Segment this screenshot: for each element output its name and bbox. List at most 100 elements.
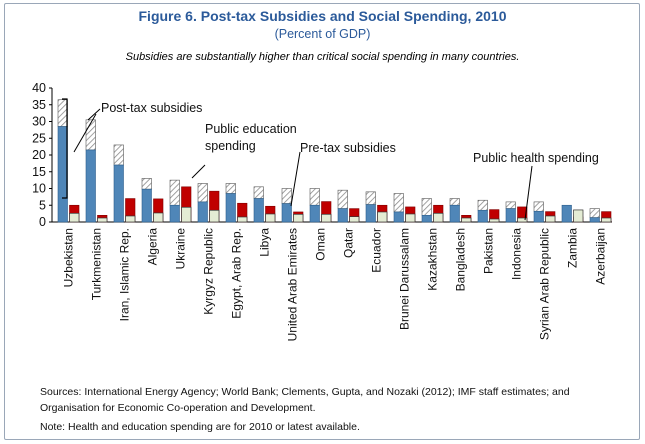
pre-tax-leader [73, 113, 97, 153]
pre-tax-bar [281, 203, 292, 223]
post-tax-bar [141, 178, 152, 190]
x-tick-label: Bangladesh [454, 228, 468, 291]
health-bar [125, 215, 136, 223]
post-tax-bar [57, 99, 68, 127]
post-tax-leader [87, 108, 101, 121]
sources-line-1: Sources: International Energy Agency; Wo… [40, 386, 570, 398]
post-tax-bar [337, 189, 348, 209]
pre-tax-bar [253, 198, 264, 223]
health-bar [209, 209, 220, 223]
y-tick-label: 15 [32, 165, 46, 179]
x-tick-label: Uzbekistan [62, 228, 76, 287]
post-tax-bar [281, 188, 292, 204]
pre-tax-bar [225, 193, 236, 223]
x-tick-label: Kazakhstan [426, 228, 440, 291]
post-tax-bar [253, 186, 264, 199]
health-bar [433, 212, 444, 223]
health-bar [601, 217, 612, 223]
pre-tax-bar [393, 211, 404, 223]
pre-tax-bar [365, 204, 376, 223]
y-tick-label: 0 [39, 215, 46, 229]
health-bar [545, 215, 556, 223]
pre-tax-leader-2 [290, 151, 301, 207]
x-tick-label: Algeria [146, 228, 160, 266]
health-bar [181, 206, 192, 223]
health-bar [405, 213, 416, 223]
pre-tax-bar [85, 149, 96, 223]
x-tick-label: Pakistan [482, 228, 496, 274]
pre-tax-bar [421, 215, 432, 223]
pre-tax-bar [169, 204, 180, 223]
annotation-pre-tax: Pre-tax subsidies [300, 141, 396, 155]
pre-tax-bar [197, 201, 208, 223]
post-tax-bracket [62, 98, 68, 199]
post-tax-bar [393, 193, 404, 213]
x-tick-label: Turkmenistan [90, 228, 104, 300]
chart-title: Figure 6. Post-tax Subsidies and Social … [138, 8, 507, 24]
health-bar [489, 218, 500, 223]
post-tax-bar [533, 201, 544, 212]
health-bar [293, 213, 304, 223]
health-bar [153, 212, 164, 223]
x-tick-label: Libya [258, 228, 272, 257]
y-tick-label: 35 [32, 98, 46, 112]
pre-tax-bar [477, 209, 488, 223]
pre-tax-bar [141, 188, 152, 223]
x-tick-label: Indonesia [510, 228, 524, 280]
pre-tax-bar [309, 204, 320, 223]
post-tax-bar [85, 119, 96, 151]
health-bar [265, 213, 276, 223]
figure-frame [4, 3, 640, 440]
x-tick-label: United Arab Emirates [286, 228, 300, 341]
x-tick-label: Syrian Arab Republic [538, 228, 552, 340]
x-tick-label: Oman [314, 228, 328, 261]
health-bar [377, 211, 388, 223]
post-tax-bar [505, 201, 516, 209]
pre-tax-bar [589, 217, 600, 223]
post-tax-bar [169, 179, 180, 206]
y-tick-label: 5 [39, 198, 46, 212]
annotation-post-tax: Post-tax subsidies [101, 101, 202, 115]
health-bar [573, 209, 584, 223]
annotation-health: Public health spending [473, 151, 599, 165]
health-bar [69, 212, 80, 223]
pre-tax-bar [505, 208, 516, 223]
x-tick-label: Azerbaijan [594, 228, 608, 285]
chart-subtitle: (Percent of GDP) [274, 27, 371, 41]
annotation-education-1: Public education [205, 122, 297, 136]
post-tax-bar [309, 188, 320, 206]
x-tick-label: Kyrgyz Republic [202, 228, 216, 315]
y-tick-label: 10 [32, 182, 46, 196]
health-bar [321, 213, 332, 223]
y-tick-label: 40 [32, 81, 46, 95]
post-tax-bar [477, 199, 488, 211]
health-bar [237, 216, 248, 223]
health-bar [349, 216, 360, 223]
y-tick-label: 25 [32, 131, 46, 145]
health-bar [461, 217, 472, 223]
x-tick-label: Brunei Darussalam [398, 228, 412, 330]
post-tax-bar [225, 183, 236, 194]
x-tick-label: Ukraine [174, 228, 188, 270]
post-tax-bar [449, 198, 460, 206]
post-tax-bar [421, 198, 432, 216]
health-bar [517, 217, 528, 223]
x-tick-label: Egypt, Arab Rep. [230, 228, 244, 319]
pre-tax-bar [337, 208, 348, 223]
sources-line-2: Organisation for Economic Co-operation a… [40, 402, 316, 414]
pre-tax-bar [57, 126, 68, 223]
post-tax-bar [113, 144, 124, 166]
note-line: Note: Health and education spending are … [40, 421, 360, 433]
post-tax-bar [197, 183, 208, 203]
x-tick-label: Qatar [342, 228, 356, 258]
chart-caption: Subsidies are substantially higher than … [125, 51, 520, 63]
health-bar [97, 217, 108, 223]
health-leader [524, 165, 533, 221]
x-tick-label: Zambia [566, 228, 580, 268]
y-tick-label: 30 [32, 115, 46, 129]
post-tax-bar [365, 191, 376, 205]
y-tick-label: 20 [32, 148, 46, 162]
annotation-education-2: spending [205, 139, 256, 153]
x-tick-label: Ecuador [370, 228, 384, 273]
pre-tax-bar [113, 164, 124, 223]
